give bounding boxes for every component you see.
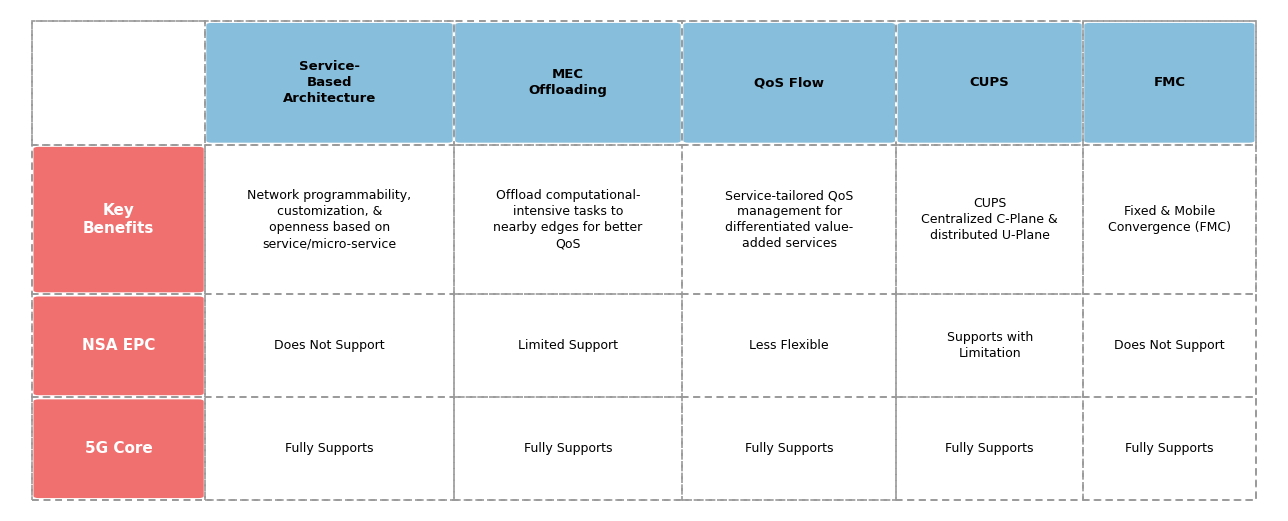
Bar [205,398,453,500]
Text: Fixed & Mobile
Convergence (FMC): Fixed & Mobile Convergence (FMC) [1108,205,1231,234]
Bar [453,145,683,294]
Bar [683,21,896,145]
Bar [205,145,453,294]
Bar [453,145,683,294]
Bar [896,294,1083,398]
Text: QoS Flow: QoS Flow [755,76,824,89]
Bar [683,294,896,398]
Text: FMC: FMC [1153,76,1185,89]
Text: Fully Supports: Fully Supports [1126,442,1213,455]
Bar [1083,398,1256,500]
Bar [683,145,896,294]
Bar [32,398,205,500]
Bar [896,145,1083,294]
Text: Fully Supports: Fully Supports [744,442,833,455]
Bar [1083,294,1256,398]
Bar [683,398,896,500]
Text: Does Not Support: Does Not Support [274,339,385,352]
Bar [32,145,205,294]
Bar [205,21,453,145]
Bar [683,398,896,500]
Bar [453,294,683,398]
Text: CUPS: CUPS [970,76,1010,89]
Bar [683,145,896,294]
Bar [205,145,453,294]
Text: Fully Supports: Fully Supports [285,442,374,455]
Text: Less Flexible: Less Flexible [750,339,829,352]
Bar [453,398,683,500]
Bar [32,21,205,145]
Text: Supports with
Limitation: Supports with Limitation [947,331,1033,361]
FancyBboxPatch shape [33,147,204,292]
Bar [32,294,205,398]
Text: Limited Support: Limited Support [518,339,618,352]
Bar [896,294,1083,398]
Text: Service-tailored QoS
management for
differentiated value-
added services: Service-tailored QoS management for diff… [725,189,854,250]
Text: Does Not Support: Does Not Support [1114,339,1225,352]
Bar [896,21,1083,145]
Text: Fully Supports: Fully Supports [524,442,612,455]
Text: Service-
Based
Architecture: Service- Based Architecture [283,60,376,105]
Text: NSA EPC: NSA EPC [82,338,156,353]
Bar [453,21,683,145]
FancyBboxPatch shape [684,23,895,143]
FancyBboxPatch shape [455,23,681,143]
Bar [896,145,1083,294]
FancyBboxPatch shape [206,23,452,143]
FancyBboxPatch shape [33,296,204,395]
Bar [1083,398,1256,500]
Bar [32,294,205,398]
Bar [896,21,1083,145]
Text: 5G Core: 5G Core [85,441,152,456]
Bar [683,21,896,145]
Bar [896,398,1083,500]
Text: MEC
Offloading: MEC Offloading [528,68,608,97]
Bar [453,398,683,500]
Bar [32,145,205,294]
Bar [205,294,453,398]
Text: Key
Benefits: Key Benefits [82,203,155,237]
FancyBboxPatch shape [898,23,1082,143]
Bar [205,398,453,500]
Text: CUPS
Centralized C-Plane &
distributed U-Plane: CUPS Centralized C-Plane & distributed U… [921,197,1057,242]
Text: Fully Supports: Fully Supports [945,442,1034,455]
Bar [453,21,683,145]
Bar [1083,294,1256,398]
Bar [32,21,205,145]
Bar [205,21,453,145]
Bar [1083,21,1256,145]
Text: Network programmability,
customization, &
openness based on
service/micro-servic: Network programmability, customization, … [247,189,412,250]
FancyBboxPatch shape [1084,23,1255,143]
FancyBboxPatch shape [33,400,204,498]
Bar [1083,21,1256,145]
Bar [32,398,205,500]
Bar [683,294,896,398]
Text: Offload computational-
intensive tasks to
nearby edges for better
QoS: Offload computational- intensive tasks t… [493,189,643,250]
Bar [1083,145,1256,294]
Bar [453,294,683,398]
Bar [896,398,1083,500]
Bar [1083,145,1256,294]
Bar [205,294,453,398]
